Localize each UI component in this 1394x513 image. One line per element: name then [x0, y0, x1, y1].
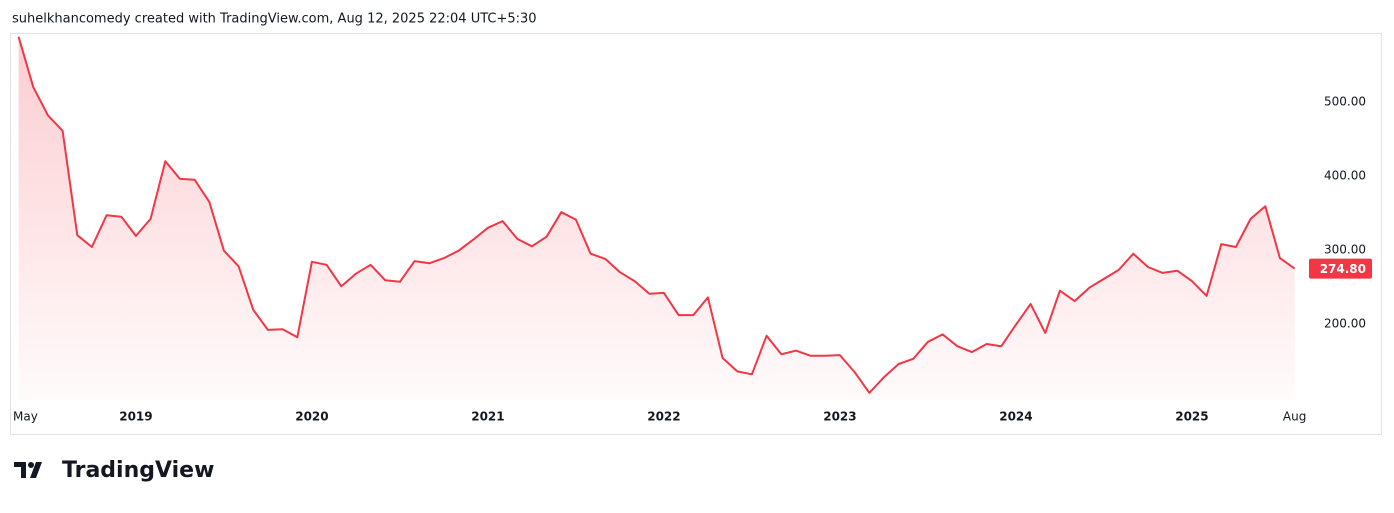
x-tick-label: May: [13, 410, 38, 424]
x-tick-label: 2024: [999, 410, 1032, 424]
x-tick-label: 2020: [295, 410, 328, 424]
x-tick-label: 2023: [823, 410, 856, 424]
brand-name: TradingView: [62, 458, 214, 483]
header-caption: suhelkhancomedy created with TradingView…: [12, 12, 537, 27]
x-tick-label: 2019: [119, 410, 152, 424]
y-tick-label: 400.00: [1324, 168, 1366, 182]
area-fill: [18, 36, 1295, 401]
last-price-box: [1309, 258, 1372, 279]
y-tick-label: 200.00: [1324, 316, 1366, 330]
x-tick-label: 2025: [1175, 410, 1208, 424]
x-tick-label: 2022: [647, 410, 680, 424]
chart-frame: [10, 33, 1382, 435]
brand-logo: [14, 462, 42, 478]
price-line: [17, 36, 1296, 394]
y-tick-label: 500.00: [1324, 94, 1366, 108]
last-price-label: 274.80: [1320, 262, 1366, 276]
y-tick-label: 300.00: [1324, 242, 1366, 256]
x-tick-label: 2021: [471, 410, 504, 424]
x-tick-label: Aug: [1283, 410, 1306, 424]
